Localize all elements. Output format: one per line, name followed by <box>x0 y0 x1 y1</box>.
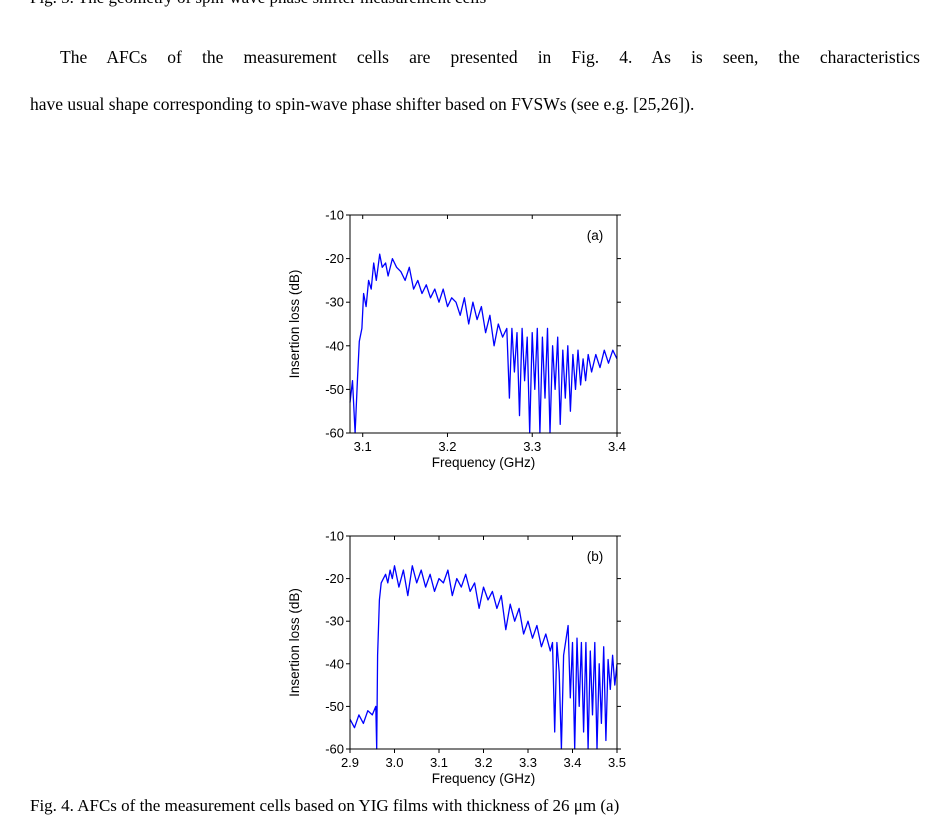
x-tick-label: 3.2 <box>474 755 492 770</box>
y-axis-label: Insertion loss (dB) <box>287 270 302 379</box>
y-tick-label: -10 <box>325 529 344 544</box>
y-tick-label: -60 <box>325 426 344 441</box>
y-tick-label: -20 <box>325 571 344 586</box>
x-tick-label: 3.3 <box>519 755 537 770</box>
series-line-0 <box>349 565 618 750</box>
x-tick-label: 2.9 <box>341 755 359 770</box>
chart-panel-a: 3.1 3.2 3.3 3.4 -10 -20 -30 -40 -50 -60 Frequency … <box>287 208 626 471</box>
paragraph-line-2: have usual shape corresponding to spin-w… <box>30 94 695 114</box>
series-line-0 <box>349 253 618 434</box>
figure-caption: Fig. 4. AFCs of the measurement cells ba… <box>30 796 620 815</box>
x-tick-label: 3.4 <box>608 439 626 454</box>
y-tick-label: -30 <box>325 614 344 629</box>
y-tick-label: -40 <box>325 656 344 671</box>
y-tick-label: -20 <box>325 251 344 266</box>
x-tick-label: 3.1 <box>430 755 448 770</box>
y-axis-label: Insertion loss (dB) <box>287 588 302 697</box>
x-tick-label: 3.2 <box>438 439 456 454</box>
plot-frame <box>349 214 618 434</box>
x-tick-label: 3.5 <box>608 755 626 770</box>
y-tick-label: -50 <box>325 699 344 714</box>
body-paragraph: The AFCs of the measurement cells are pr… <box>30 34 920 128</box>
y-tick-label: -30 <box>325 295 344 310</box>
x-tick-label: 3.0 <box>385 755 403 770</box>
x-tick-label: 3.3 <box>523 439 541 454</box>
cutoff-line: Fig. 3. The geometry of spin-wave phase … <box>30 0 930 10</box>
x-axis-label: Frequency (GHz) <box>432 771 536 786</box>
paragraph-line-1: The AFCs of the measurement cells are pr… <box>60 47 920 67</box>
x-tick-label: 3.4 <box>563 755 581 770</box>
panel-label: (a) <box>587 228 604 243</box>
chart-panel-b: 2.9 3.0 3.1 3.2 3.3 3.4 3.5 -10 -20 -30 -40 -50 -60 F… <box>287 529 626 787</box>
x-tick-label: 3.1 <box>354 439 372 454</box>
y-tick-label: -10 <box>325 208 344 223</box>
y-tick-label: -60 <box>325 742 344 757</box>
y-tick-label: -40 <box>325 338 344 353</box>
y-tick-label: -50 <box>325 382 344 397</box>
panel-label: (b) <box>587 549 604 564</box>
x-axis-label: Frequency (GHz) <box>432 455 536 470</box>
